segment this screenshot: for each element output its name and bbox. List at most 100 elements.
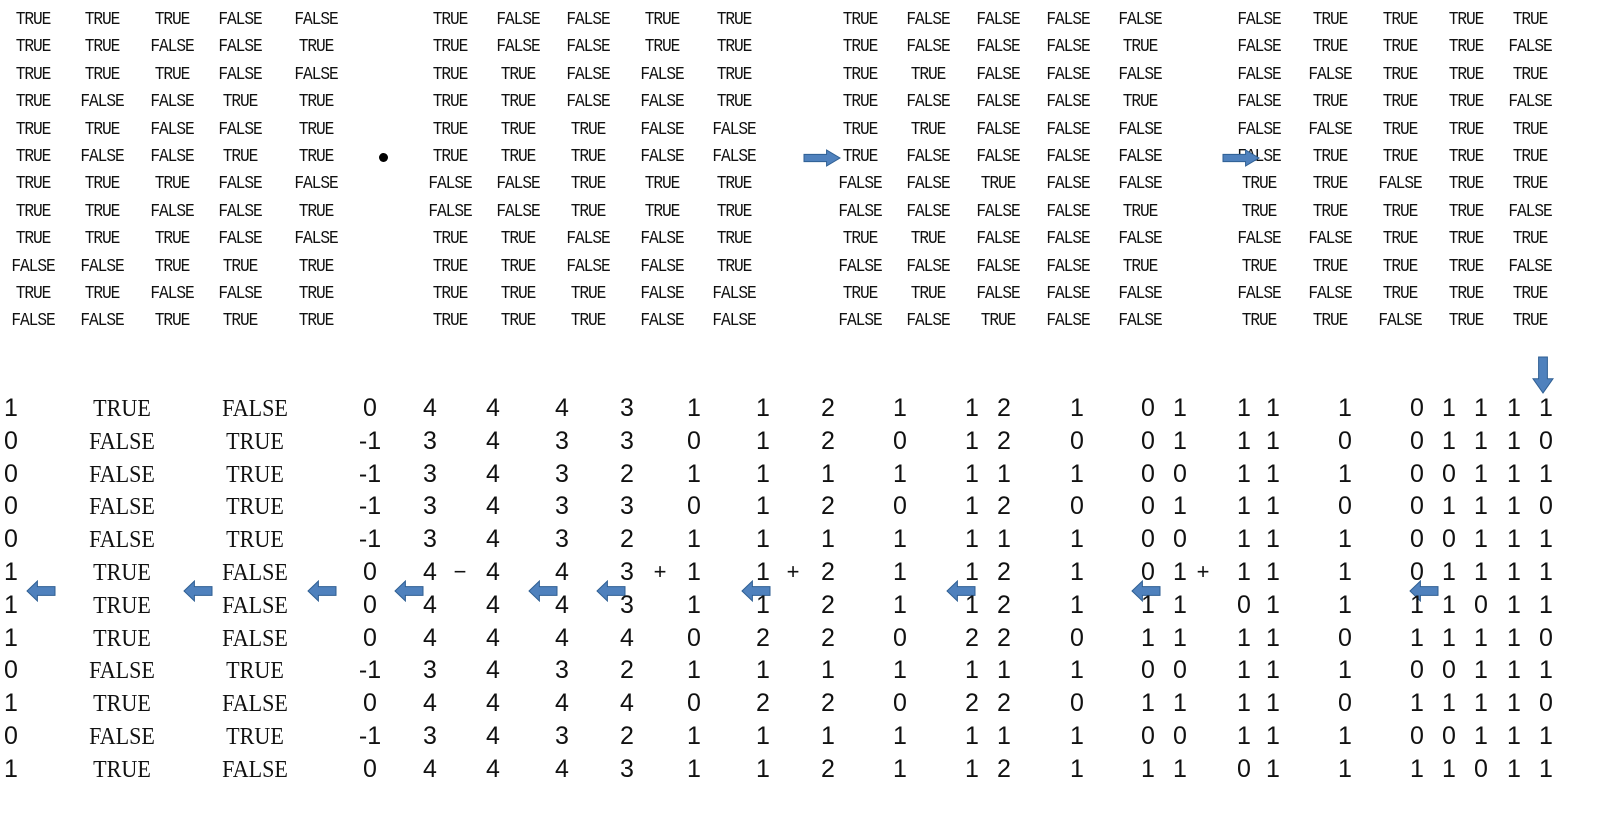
bottom-table-cell: 1 <box>1539 590 1553 619</box>
bottom-table-cell: 1 <box>1237 656 1251 685</box>
matrix-c-cell: FALSE <box>976 256 1020 277</box>
matrix-a-cell: TRUE <box>84 10 121 30</box>
matrix-c-cell: FALSE <box>976 10 1020 30</box>
bottom-table-cell: 1 <box>4 754 18 783</box>
bottom-table-cell: 1 <box>4 558 18 586</box>
bottom-table-cell: 1 <box>687 394 701 422</box>
matrix-a-cell: FALSE <box>218 284 262 304</box>
bottom-table-cell: 0 <box>1442 722 1456 750</box>
bottom-table-cell: 1 <box>1539 525 1553 554</box>
matrix-a-cell: TRUE <box>15 284 52 304</box>
bottom-table-cell: 1 <box>1474 656 1488 685</box>
bottom-table-cell: 1 <box>1442 689 1456 718</box>
bottom-table-cell: 2 <box>997 623 1011 652</box>
matrix-a-cell: TRUE <box>298 92 335 113</box>
bottom-table-cell: 1 <box>965 492 979 521</box>
matrix-b-cell: FALSE <box>566 37 610 58</box>
matrix-c-cell: FALSE <box>1118 311 1162 332</box>
matrix-c-cell: FALSE <box>976 229 1020 250</box>
bottom-table-cell: 4 <box>423 754 437 783</box>
bottom-table-cell: -1 <box>358 426 382 455</box>
bottom-table-cell: 0 <box>1141 459 1155 488</box>
left-arrow-icon <box>946 580 976 602</box>
bottom-table-cell: 0 <box>363 558 377 586</box>
bottom-table-cell: 1 <box>1474 689 1488 718</box>
matrix-a-cell: TRUE <box>154 64 191 85</box>
bottom-table-cell: 1 <box>1338 558 1352 586</box>
matrix-c-cell: TRUE <box>842 284 879 304</box>
matrix-a-cell: TRUE <box>15 119 52 140</box>
matrix-a-cell: TRUE <box>84 37 121 58</box>
matrix-c-cell: FALSE <box>838 174 882 195</box>
bottom-table-cell: 2 <box>620 525 634 554</box>
bottom-table-cell: 1 <box>1507 623 1521 652</box>
bottom-table-cell: 3 <box>555 459 569 488</box>
bottom-table-cell: TRUE <box>226 527 284 554</box>
bottom-table-cell: 0 <box>1410 394 1424 422</box>
bottom-table-cell: 1 <box>687 558 701 586</box>
bottom-table-cell: 0 <box>1141 426 1155 455</box>
bottom-table-cell: -1 <box>358 656 382 685</box>
bottom-table-cell: 3 <box>423 525 437 554</box>
matrix-d-cell: TRUE <box>1512 119 1549 140</box>
matrix-a-cell: FALSE <box>11 311 55 332</box>
matrix-a-cell: FALSE <box>294 229 338 250</box>
matrix-d-cell: TRUE <box>1382 64 1419 85</box>
bottom-table-cell: 1 <box>893 754 907 783</box>
bottom-table-cell: 1 <box>997 656 1011 685</box>
bottom-table-cell: 2 <box>821 394 835 422</box>
matrix-a-cell: TRUE <box>15 37 52 58</box>
matrix-d-cell: TRUE <box>1448 256 1485 277</box>
matrix-b-cell: FALSE <box>640 284 684 304</box>
bottom-table-cell: 0 <box>1338 492 1352 521</box>
bottom-table-cell: 0 <box>1410 492 1424 521</box>
matrix-b-cell: TRUE <box>644 174 681 195</box>
matrix-d-cell: TRUE <box>1448 201 1485 222</box>
matrix-b-cell: TRUE <box>432 10 469 30</box>
matrix-a-cell: TRUE <box>84 229 121 250</box>
matrix-b-cell: FALSE <box>496 201 540 222</box>
matrix-a-cell: FALSE <box>150 92 194 113</box>
bottom-table-cell: 0 <box>1474 590 1488 619</box>
matrix-a-cell: TRUE <box>222 256 259 277</box>
bottom-table-cell: 1 <box>1539 754 1553 783</box>
bottom-table-cell: 4 <box>486 656 500 685</box>
matrix-b-cell: TRUE <box>432 311 469 332</box>
matrix-c-cell: TRUE <box>1122 92 1159 113</box>
bottom-table-cell: 3 <box>423 459 437 488</box>
bottom-table-cell: 4 <box>423 590 437 619</box>
bottom-table-cell: 1 <box>1507 558 1521 586</box>
matrix-d-cell: TRUE <box>1382 10 1419 30</box>
matrix-c-cell: TRUE <box>1122 256 1159 277</box>
left-arrow-icon <box>394 580 424 602</box>
bottom-table-cell: TRUE <box>93 560 151 586</box>
bottom-table-cell: 0 <box>1237 590 1251 619</box>
bottom-table-cell: 1 <box>1507 459 1521 488</box>
matrix-b-cell: FALSE <box>566 256 610 277</box>
matrix-b-cell: FALSE <box>640 119 684 140</box>
bottom-table-cell: 1 <box>1507 656 1521 685</box>
matrix-d-cell: TRUE <box>1448 92 1485 113</box>
bottom-table-cell: 3 <box>423 722 437 750</box>
bottom-table-cell: 0 <box>1338 426 1352 455</box>
matrix-d-cell: TRUE <box>1382 256 1419 277</box>
bottom-table-cell: FALSE <box>89 428 155 455</box>
bottom-table-cell: 0 <box>893 426 907 455</box>
matrix-b-cell: TRUE <box>432 37 469 58</box>
bottom-table-cell: 1 <box>1237 689 1251 718</box>
matrix-c-cell: FALSE <box>906 147 950 167</box>
bottom-table-cell: 0 <box>4 492 18 521</box>
bottom-table-cell: 2 <box>821 590 835 619</box>
bottom-table-cell: 0 <box>1410 459 1424 488</box>
matrix-c-cell: FALSE <box>1118 174 1162 195</box>
matrix-b-cell: TRUE <box>432 119 469 140</box>
matrix-d-cell: FALSE <box>1237 10 1281 30</box>
matrix-a-cell: TRUE <box>15 92 52 113</box>
bottom-table-cell: 1 <box>1442 754 1456 783</box>
bottom-table-cell: 1 <box>965 459 979 488</box>
bottom-table-cell: 1 <box>1338 656 1352 685</box>
bottom-table-cell: 1 <box>1266 656 1280 685</box>
bottom-table-cell: 2 <box>965 623 979 652</box>
matrix-d-cell: FALSE <box>1308 119 1352 140</box>
matrix-a-cell: TRUE <box>154 229 191 250</box>
